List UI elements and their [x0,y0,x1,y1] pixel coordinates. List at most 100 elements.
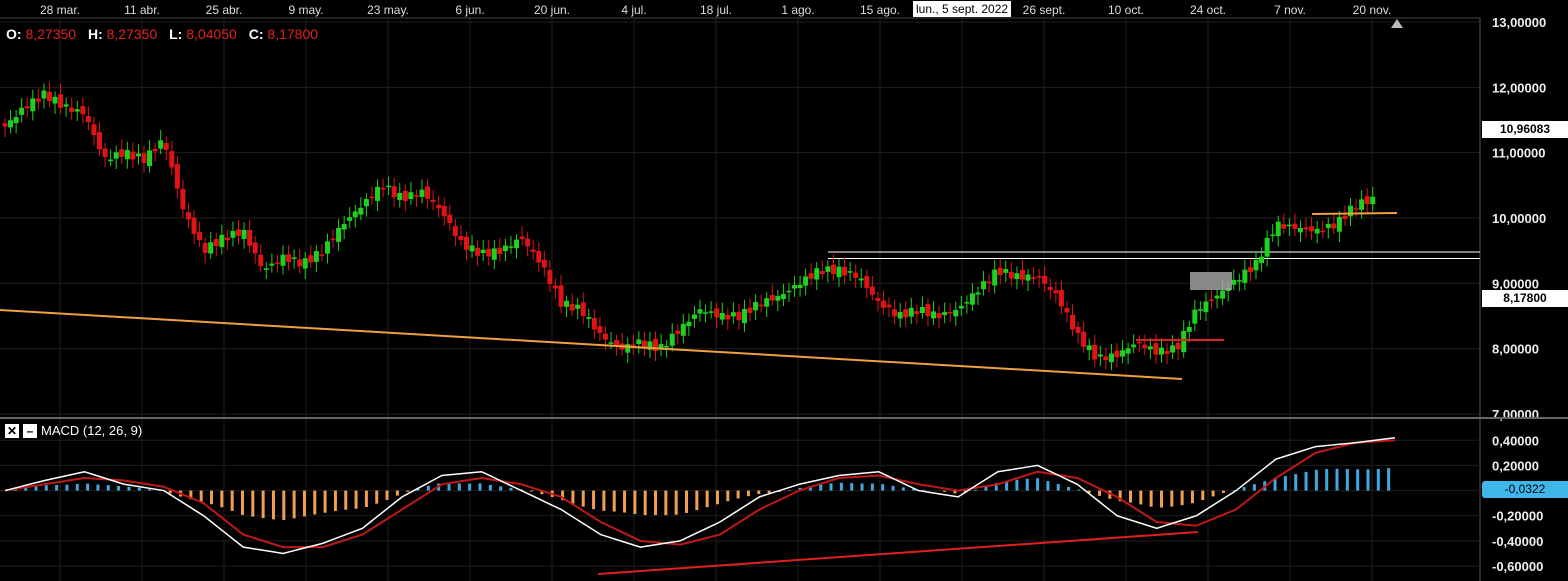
candle-body [908,307,914,317]
macd-histogram-bar [210,490,214,505]
macd-histogram-bar [96,484,100,491]
candle-body [436,204,442,209]
candle-body [1025,274,1031,281]
macd-histogram-bar [819,484,823,491]
x-tick-label: 1 ago. [781,3,814,17]
macd-histogram-bar [757,490,761,495]
candle-body [269,263,275,266]
macd-histogram-bar [168,490,172,494]
macd-histogram-bar [746,490,750,497]
candle-body [669,333,675,346]
macd-histogram-bar [654,490,658,516]
y-tick-label: 12,00000 [1492,80,1546,95]
macd-histogram-bar [447,483,451,491]
macd-histogram-bar [271,490,275,520]
macd-histogram-bar [55,484,59,491]
macd-histogram-bar [1159,490,1163,508]
candle-body [586,317,592,319]
candle-body [97,132,103,150]
x-tick-label: 7 nov. [1274,3,1306,17]
candle-body [1359,199,1365,210]
close-label: C: [248,26,264,42]
candle-body [942,312,948,316]
candle-body [1209,299,1215,302]
candle-body [825,266,831,272]
candle-body [46,91,52,101]
candle-body [1197,309,1203,311]
candle-body [602,333,608,340]
candle-body [52,96,58,104]
candle-body [74,109,80,112]
candle-body [1058,290,1064,307]
close-icon[interactable]: ✕ [5,423,19,438]
candle-body [536,250,542,263]
x-tick-label: 4 jul. [621,3,646,17]
candle-body [897,312,903,319]
candle-body [313,251,319,262]
candle-body [641,340,647,348]
macd-histogram-bar [1335,468,1339,491]
candle-body [1286,224,1292,227]
macd-histogram-bar [1190,490,1194,504]
macd-histogram-bar [65,484,69,491]
macd-histogram-bar [220,490,224,508]
candle-body [1275,221,1281,237]
candle-body [475,247,481,256]
candle-body [880,300,886,308]
macd-histogram-bar [1314,469,1318,491]
candle-body [130,151,136,160]
open-label: O: [6,26,22,42]
candles-group [2,81,1376,371]
high-label: H: [87,26,103,42]
candle-body [653,338,659,352]
candle-body [302,258,308,269]
candle-body [419,189,425,197]
candle-body [252,242,258,254]
macd-histogram-bar [199,490,203,502]
macd-histogram-bar [426,485,430,491]
candle-body [647,341,653,350]
hline-price-tag: 10,96083 [1482,121,1568,138]
minimize-icon[interactable]: – [23,423,37,438]
candle-body [1125,348,1131,354]
crosshair-date-label: lun., 5 sept. 2022 [913,1,1012,17]
candle-body [842,266,848,276]
candle-body [719,312,725,320]
macd-histogram-bar [148,489,152,491]
candle-body [1064,307,1070,313]
arrow-up-icon[interactable] [1391,19,1403,28]
candle-body [714,308,720,318]
macd-histogram-bar [1067,486,1071,491]
candle-body [413,195,419,197]
candle-body [775,295,781,301]
open-value: 8,27350 [25,26,77,42]
x-tick-label: 6 jun. [455,3,484,17]
macd-title: MACD (12, 26, 9) [41,423,143,438]
candle-body [953,309,959,317]
candle-body [85,116,91,123]
candle-body [864,275,870,288]
macd-histogram-bar [344,490,348,510]
candle-body [886,304,892,308]
candle-body [697,309,703,314]
trendline-long [0,309,1183,380]
macd-histogram-bar [788,490,792,491]
candle-body [208,242,214,254]
candle-body [247,230,253,246]
ohlc-readout: O: 8,27350 H: 8,27350 L: 8,04050 C: 8,17… [6,26,326,42]
candle-body [19,107,25,115]
macd-histogram-bar [808,486,812,491]
candle-body [497,247,503,255]
candle-body [936,313,942,319]
macd-tick-label: 0,40000 [1492,433,1539,448]
candle-body [1158,347,1164,355]
macd-histogram-bar [1149,490,1153,507]
candle-body [1114,350,1120,358]
candle-body [569,303,575,311]
macd-histogram-bar [1056,484,1060,491]
candle-body [892,309,898,317]
candle-body [185,212,191,220]
candle-body [58,94,64,108]
candle-body [630,344,636,348]
